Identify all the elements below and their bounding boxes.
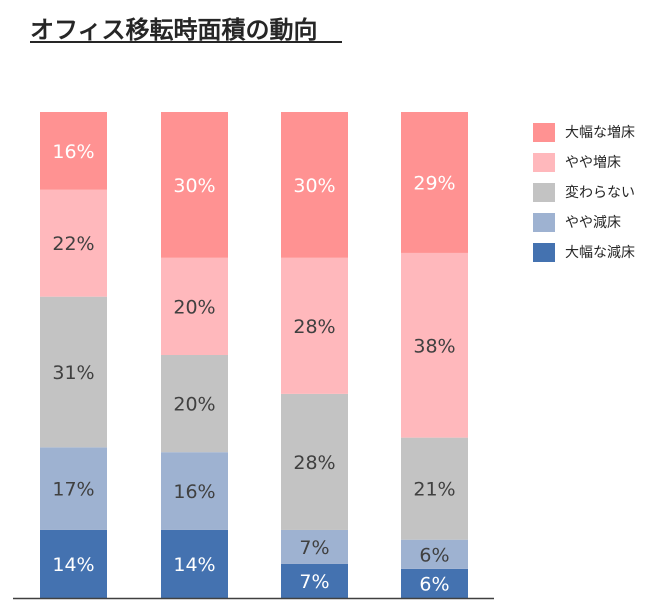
bar-segment — [281, 393, 348, 530]
bar-segment — [161, 355, 228, 453]
data-label: 14% — [173, 554, 215, 576]
bar-segment — [281, 563, 348, 598]
data-label: 7% — [299, 571, 329, 593]
data-label: 29% — [413, 172, 455, 194]
bar-segment — [401, 539, 468, 569]
data-label: 14% — [52, 554, 94, 576]
chart-title: オフィス移転時面積の動向 — [30, 16, 318, 44]
bar-segment — [40, 529, 107, 598]
bar-segment — [161, 452, 228, 530]
data-label: 16% — [52, 141, 94, 163]
data-label: 38% — [413, 335, 455, 357]
legend-label: 大幅な増床 — [565, 125, 635, 141]
legend-item: 変わらない — [533, 177, 635, 207]
legend-swatch — [533, 152, 555, 172]
data-label: 30% — [173, 175, 215, 197]
bar-segment — [40, 447, 107, 530]
data-label: 6% — [419, 573, 449, 595]
legend-label: 変わらない — [565, 185, 635, 201]
bar-segment — [281, 112, 348, 258]
data-label: 7% — [299, 537, 329, 559]
data-label: 30% — [293, 175, 335, 197]
bar-segment — [40, 112, 107, 190]
title-underline — [30, 41, 342, 43]
legend-swatch — [533, 212, 555, 232]
bar-segment — [401, 252, 468, 438]
data-label: 6% — [419, 544, 449, 566]
data-label: 20% — [173, 296, 215, 318]
bar-segment — [401, 568, 468, 598]
legend-item: 大幅な増床 — [533, 117, 635, 147]
legend-label: やや増床 — [565, 155, 621, 171]
bar-segment — [161, 112, 228, 258]
data-label: 17% — [52, 479, 94, 501]
data-label: 28% — [293, 452, 335, 474]
data-label: 20% — [173, 394, 215, 416]
legend-label: 大幅な減床 — [565, 245, 635, 261]
bar-segment — [401, 112, 468, 253]
bar-segment — [401, 437, 468, 540]
legend-swatch — [533, 122, 555, 142]
bar-segment — [281, 529, 348, 564]
legend-swatch — [533, 182, 555, 202]
data-label: 31% — [52, 362, 94, 384]
data-label: 28% — [293, 316, 335, 338]
bar-segment — [161, 257, 228, 355]
legend-item: やや増床 — [533, 147, 635, 177]
data-label: 21% — [413, 479, 455, 501]
bar-segment — [281, 257, 348, 394]
legend-item: 大幅な減床 — [533, 237, 635, 267]
legend-item: やや減床 — [533, 207, 635, 237]
data-label: 22% — [52, 233, 94, 255]
legend: 大幅な増床やや増床変わらないやや減床大幅な減床 — [533, 117, 635, 267]
bar-segment — [40, 189, 107, 297]
legend-label: やや減床 — [565, 215, 621, 231]
bar-segment — [40, 296, 107, 448]
legend-swatch — [533, 242, 555, 262]
data-label: 16% — [173, 481, 215, 503]
bar-segment — [161, 529, 228, 598]
